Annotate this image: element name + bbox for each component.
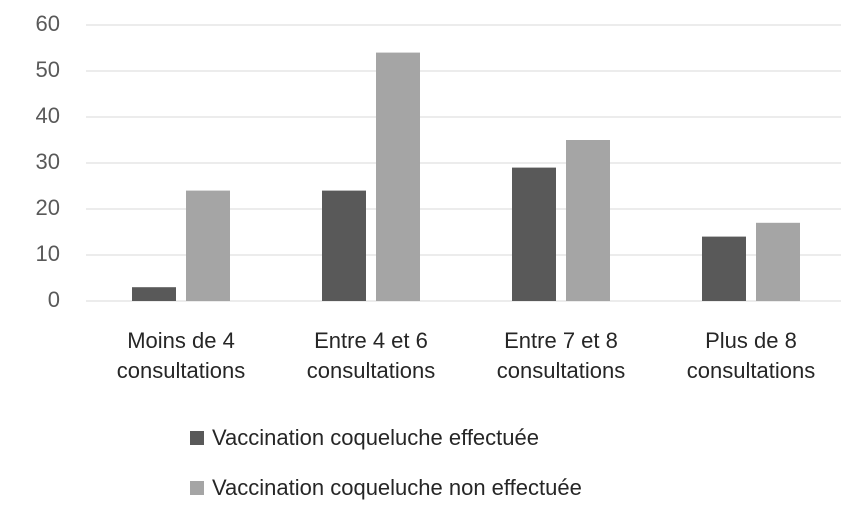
bar <box>566 140 610 301</box>
x-tick-label: Plus de 8 consultations <box>686 328 816 383</box>
bar <box>186 190 230 301</box>
legend-label: Vaccination coqueluche non effectuée <box>212 475 582 500</box>
y-tick-label: 30 <box>36 149 60 174</box>
x-tick-label: Moins de 4 consultations <box>116 328 246 383</box>
legend-label: Vaccination coqueluche effectuée <box>212 425 539 450</box>
y-tick-label: 40 <box>36 103 60 128</box>
bar <box>702 236 746 301</box>
bar <box>756 222 800 301</box>
x-tick-label: Entre 4 et 6 consultations <box>306 328 436 383</box>
legend-item: Vaccination coqueluche effectuée <box>190 425 539 451</box>
legend-swatch <box>190 431 204 445</box>
legend-swatch <box>190 481 204 495</box>
y-tick-label: 10 <box>36 241 60 266</box>
bar <box>322 190 366 301</box>
y-tick-label: 50 <box>36 57 60 82</box>
legend-item: Vaccination coqueluche non effectuée <box>190 475 582 501</box>
y-tick-label: 0 <box>48 287 60 312</box>
y-tick-label: 60 <box>36 11 60 36</box>
bar <box>512 167 556 301</box>
bar <box>376 52 420 301</box>
y-tick-label: 20 <box>36 195 60 220</box>
bar <box>132 287 176 301</box>
x-tick-label: Entre 7 et 8 consultations <box>496 328 626 383</box>
